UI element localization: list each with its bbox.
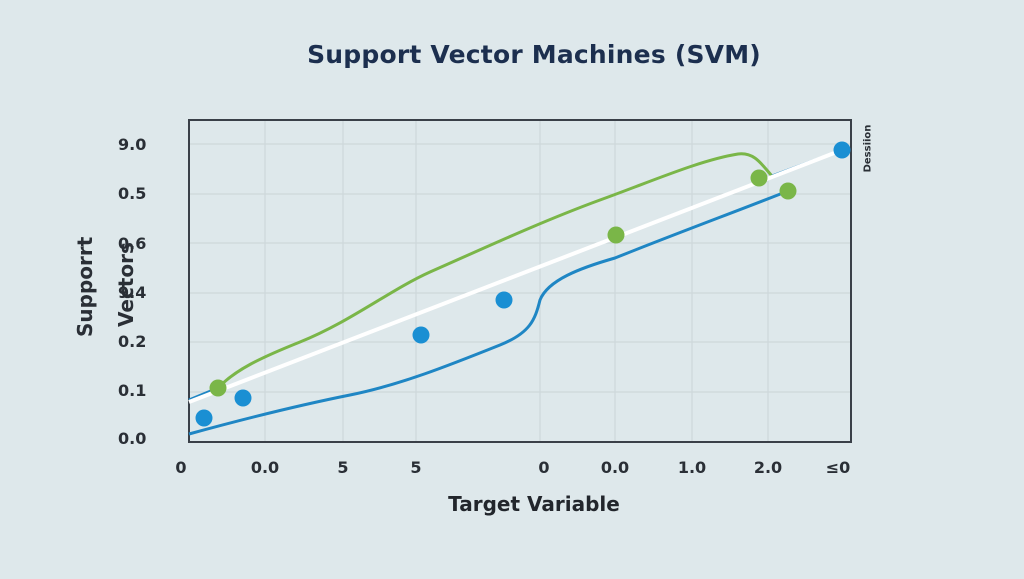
y-axis-label-line2: Vectors xyxy=(114,242,138,327)
chart-title: Support Vector Machines (SVM) xyxy=(307,40,761,69)
green-point xyxy=(750,169,768,187)
upper-margin-line xyxy=(216,152,774,390)
x-tick-label: 0.0 xyxy=(600,458,630,477)
blue-point xyxy=(195,409,213,427)
y-tick-label: 0.0 xyxy=(118,429,147,448)
grid-lines xyxy=(189,120,851,442)
blue-point xyxy=(234,389,252,407)
class-a-points xyxy=(195,141,851,427)
x-axis-label: Target Variable xyxy=(448,492,620,516)
y-tick-label: 9.4 xyxy=(118,283,147,302)
y-tick-label: 0.1 xyxy=(118,381,147,400)
blue-point xyxy=(833,141,851,159)
plot-frame xyxy=(188,119,852,443)
blue-point xyxy=(495,291,513,309)
class-b-points xyxy=(209,169,797,397)
green-point xyxy=(779,182,797,200)
x-tick-label: ≤0 xyxy=(825,458,851,477)
right-axis-label: Dessiion xyxy=(862,124,874,173)
blue-point xyxy=(412,326,430,344)
y-tick-label: 0.2 xyxy=(118,332,147,351)
y-tick-label: 0.6 xyxy=(118,234,147,253)
x-tick-label: 5 xyxy=(337,458,349,477)
x-tick-label: 0 xyxy=(175,458,187,477)
y-tick-label: 0.5 xyxy=(118,184,147,203)
x-tick-label: 1.0 xyxy=(677,458,707,477)
x-tick-label: 0 xyxy=(538,458,550,477)
green-point xyxy=(607,226,625,244)
lower-margin-line xyxy=(188,189,789,436)
x-tick-label: 5 xyxy=(410,458,422,477)
y-tick-label: 9.0 xyxy=(118,135,147,154)
x-tick-label: 2.0 xyxy=(753,458,783,477)
x-tick-label: 0.0 xyxy=(250,458,280,477)
decision-hyperplane xyxy=(188,148,843,404)
y-axis-label-line1: Supporrt xyxy=(73,236,97,337)
green-point xyxy=(209,379,227,397)
